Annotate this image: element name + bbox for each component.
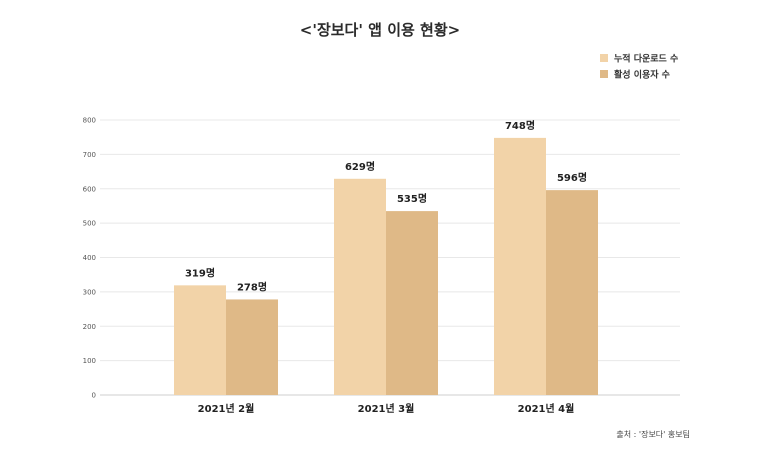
y-tick-label: 500: [83, 220, 96, 228]
x-category-label: 2021년 4월: [518, 402, 575, 415]
legend: 누적 다운로드 수 활성 이용자 수: [600, 53, 678, 81]
chart-title: <'장보다' 앱 이용 현황>: [300, 21, 460, 39]
x-category-label: 2021년 3월: [358, 402, 415, 415]
bar-active-users: [386, 211, 438, 395]
data-label: 278명: [237, 280, 267, 293]
data-label: 629명: [345, 160, 375, 173]
x-axis-categories: 2021년 2월 2021년 3월 2021년 4월: [198, 402, 575, 415]
y-tick-label: 700: [83, 151, 96, 159]
bar-active-users: [226, 299, 278, 395]
data-label: 596명: [557, 171, 587, 184]
bar-downloads: [174, 285, 226, 395]
y-tick-label: 600: [83, 185, 96, 193]
data-label: 748명: [505, 119, 535, 132]
y-axis-ticks: 0 100 200 300 400 500 600 700 800: [83, 117, 96, 400]
data-label: 319명: [185, 266, 215, 279]
legend-swatch-active-users: [600, 70, 608, 78]
y-tick-label: 200: [83, 323, 96, 331]
data-labels: 319명 278명 629명 535명 748명 596명: [185, 119, 587, 294]
legend-label-downloads: 누적 다운로드 수: [614, 53, 678, 65]
bar-active-users: [546, 190, 598, 395]
legend-swatch-downloads: [600, 54, 608, 62]
bar-downloads: [334, 178, 386, 395]
x-category-label: 2021년 2월: [198, 402, 255, 415]
data-label: 535명: [397, 192, 427, 205]
bar-downloads: [494, 137, 546, 395]
y-tick-label: 0: [92, 392, 96, 400]
y-tick-label: 300: [83, 288, 96, 296]
source-note: 출처 : '장보다' 홍보팀: [616, 429, 690, 439]
y-tick-label: 100: [83, 357, 96, 365]
y-tick-label: 800: [83, 117, 96, 125]
bars: [174, 137, 598, 395]
legend-label-active-users: 활성 이용자 수: [614, 69, 670, 81]
y-tick-label: 400: [83, 254, 96, 262]
